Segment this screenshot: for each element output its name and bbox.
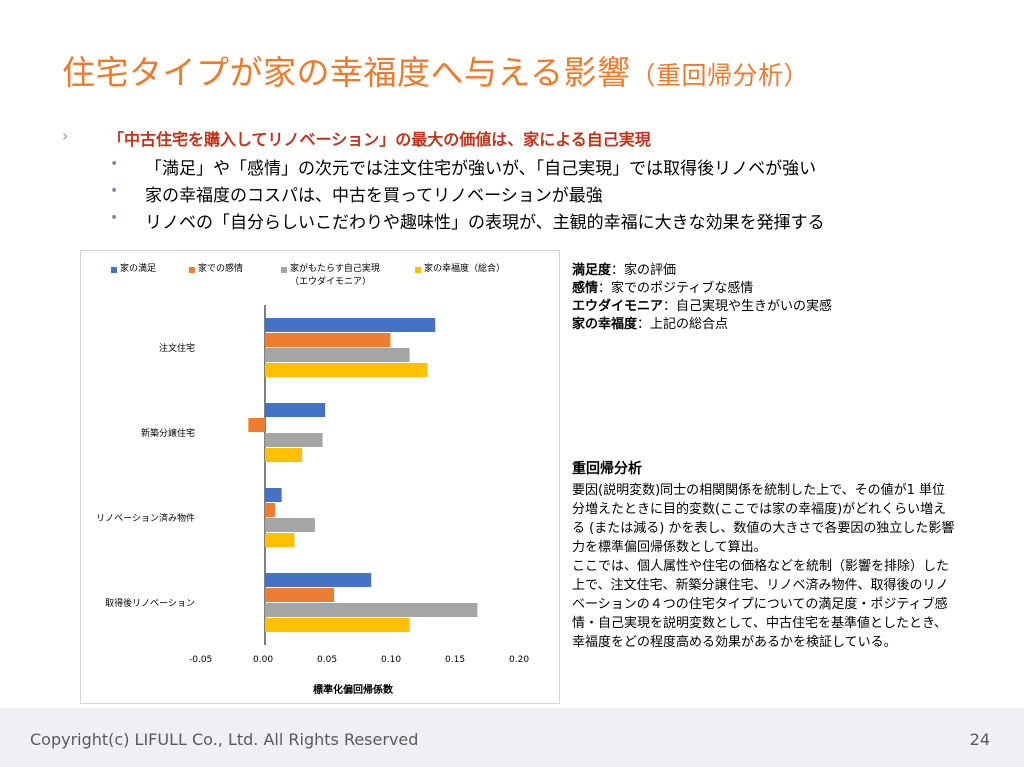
definition-desc: ：家の評価 bbox=[611, 263, 677, 278]
bar bbox=[265, 488, 282, 502]
legend-swatch bbox=[111, 267, 117, 273]
definition-row: 家の幸福度：上記の総合点 bbox=[572, 316, 972, 334]
slide-title-sub: （重回帰分析） bbox=[630, 61, 810, 90]
definition-desc: ：自己実現や生きがいの実感 bbox=[663, 299, 833, 314]
bar bbox=[265, 363, 428, 377]
category-label: 取得後リノベーション bbox=[105, 598, 195, 609]
bar bbox=[265, 333, 391, 347]
bar bbox=[265, 588, 335, 602]
legend-label-line1: 家がもたらす自己実現 bbox=[290, 264, 380, 274]
bar bbox=[265, 533, 295, 547]
tick-label: 0.15 bbox=[445, 655, 466, 665]
regression-paragraph: 要因(説明変数)同士の相関関係を統制した上で、その値が1 単位分増えたときに目的… bbox=[572, 483, 955, 555]
bar bbox=[265, 518, 315, 532]
bullet-dot-icon: • bbox=[110, 183, 119, 199]
category-label: リノベーション済み物件 bbox=[96, 513, 195, 524]
category-label: 注文住宅 bbox=[158, 343, 195, 354]
sub-bullet-text: 「満足」や「感情」の次元では注文住宅が強いが、「自己実現」では取得後リノベが強い bbox=[145, 159, 817, 179]
bar bbox=[265, 348, 410, 362]
definition-desc: ：上記の総合点 bbox=[637, 317, 729, 332]
slide-title: 住宅タイプが家の幸福度へ与える影響（重回帰分析） bbox=[62, 46, 1022, 94]
chart-plot-area bbox=[248, 305, 478, 645]
category-label: 新築分譲住宅 bbox=[140, 428, 195, 439]
bar bbox=[265, 448, 303, 462]
definition-row: 満足度：家の評価 bbox=[572, 262, 972, 280]
bar-chart: 家の満足 家での感情 家がもたらす自己実現 （エウダイモニア） 家の幸福度（総合）… bbox=[80, 250, 560, 704]
slide-title-main: 住宅タイプが家の幸福度へ与える影響 bbox=[62, 53, 631, 92]
definition-row: エウダイモニア：自己実現や生きがいの実感 bbox=[572, 298, 972, 316]
tick-label: 0.00 bbox=[253, 655, 274, 665]
page-number: 24 bbox=[969, 730, 990, 749]
footer: Copyright(c) LIFULL Co., Ltd. All Rights… bbox=[0, 708, 1024, 767]
bar bbox=[265, 403, 326, 417]
legend-label-line2: （エウダイモニア） bbox=[290, 277, 372, 287]
tick-label: -0.05 bbox=[189, 655, 213, 665]
definition-term: 感情 bbox=[572, 281, 599, 296]
definition-row: 感情：家でのポジティブな感情 bbox=[572, 280, 972, 298]
bullet-dot-icon: • bbox=[110, 210, 119, 226]
definition-term: エウダイモニア bbox=[572, 299, 664, 314]
bar bbox=[265, 433, 323, 447]
bullet-dot-icon: • bbox=[110, 156, 119, 172]
bar bbox=[265, 503, 276, 517]
legend-swatch bbox=[415, 267, 421, 273]
legend-label: 家での感情 bbox=[198, 264, 244, 274]
regression-title: 重回帰分析 bbox=[572, 461, 642, 477]
legend-label: 家の満足 bbox=[120, 264, 157, 274]
definition-desc: ：家でのポジティブな感情 bbox=[598, 281, 754, 296]
x-axis-title: 標準化偏回帰係数 bbox=[313, 685, 393, 696]
tick-label: 0.10 bbox=[381, 655, 402, 665]
legend-swatch bbox=[281, 267, 287, 273]
definition-term: 家の幸福度 bbox=[572, 317, 638, 332]
tick-label: 0.20 bbox=[509, 655, 530, 665]
regression-panel: 重回帰分析 要因(説明変数)同士の相関関係を統制した上で、その値が1 単位分増え… bbox=[572, 460, 957, 652]
sub-bullet-text: リノベの「自分らしいこだわりや趣味性」の表現が、主観的幸福に大きな効果を発揮する bbox=[145, 213, 825, 233]
chevron-right-icon: › bbox=[62, 126, 69, 145]
legend-swatch bbox=[189, 267, 195, 273]
definition-term: 満足度 bbox=[572, 263, 612, 278]
tick-label: 0.05 bbox=[317, 655, 338, 665]
bar bbox=[265, 603, 478, 617]
definitions-panel: 満足度：家の評価 感情：家でのポジティブな感情 エウダイモニア：自己実現や生きが… bbox=[572, 262, 972, 334]
sub-bullet-text: 家の幸福度のコスパは、中古を買ってリノベーションが最強 bbox=[145, 186, 603, 206]
bar bbox=[265, 573, 372, 587]
legend-label: 家の幸福度（総合） bbox=[424, 264, 506, 274]
bar bbox=[265, 318, 436, 332]
regression-paragraph: ここでは、個人属性や住宅の価格などを統制（影響を排除）した上で、注文住宅、新築分… bbox=[572, 559, 950, 650]
bar bbox=[265, 618, 410, 632]
legend-label: 家がもたらす自己実現 （エウダイモニア） bbox=[290, 263, 380, 289]
copyright-text: Copyright(c) LIFULL Co., Ltd. All Rights… bbox=[30, 730, 419, 749]
main-bullet-text: 「中古住宅を購入してリノベーション」の最大の価値は、家による自己実現 bbox=[108, 130, 651, 149]
bar bbox=[248, 418, 265, 432]
